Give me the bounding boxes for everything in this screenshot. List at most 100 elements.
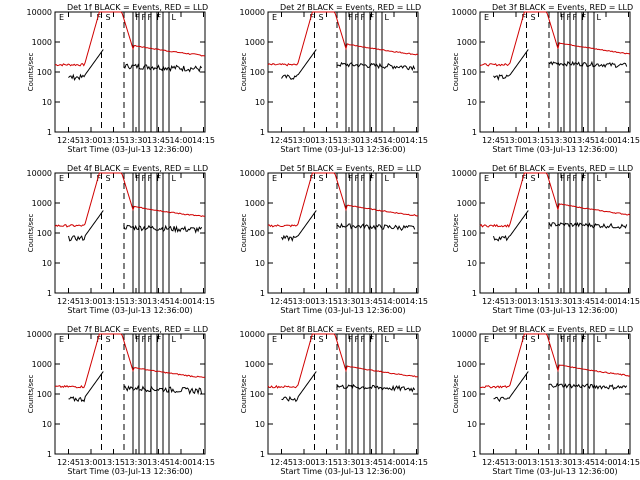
x-tick-label: 14:00 (382, 458, 405, 467)
chart-panel-1: Det 1f BLACK = Events, RED = LLD 1 10 100 10… (27, 3, 215, 154)
segment-letter: F (582, 174, 587, 183)
x-tick-label: 13:15 (315, 136, 338, 145)
chart-panel-8: Det 8f BLACK = Events, RED = LLD 1 10 100 10… (240, 325, 428, 476)
x-tick-label: 13:30 (124, 458, 147, 467)
y-tick-label: 1 (47, 289, 52, 298)
x-axis-label: Start Time (03-Jul-13 12:36:00) (492, 467, 617, 476)
x-tick-label: 14:15 (192, 458, 215, 467)
y-tick-label: 10 (42, 420, 52, 429)
x-tick-label: 12:45 (270, 136, 293, 145)
y-axis-label: Counts/sec (240, 53, 248, 92)
segment-letter: L (385, 335, 390, 344)
y-tick-label: 100 (37, 229, 52, 238)
segment-letter: L (385, 174, 390, 183)
y-tick-label: 100 (37, 68, 52, 77)
x-tick-label: 13:30 (549, 458, 572, 467)
x-tick-label: 14:15 (617, 458, 640, 467)
chart-title: Det 8f BLACK = Events, RED = LLD (280, 325, 421, 334)
segment-letter: F (567, 174, 572, 183)
chart-panel-7: Det 7f BLACK = Events, RED = LLD 1 10 100 10… (27, 325, 215, 476)
y-tick-label: 1000 (245, 360, 265, 369)
chart-title: Det 3f BLACK = Events, RED = LLD (492, 3, 633, 12)
lld-series-line (54, 172, 206, 228)
chart-panel-4: Det 4f BLACK = Events, RED = LLD 1 10 100 10… (27, 164, 215, 315)
y-axis-label: Counts/sec (27, 53, 35, 92)
lld-series-line (54, 333, 206, 389)
x-tick-label: 13:30 (337, 297, 360, 306)
y-tick-label: 100 (462, 229, 477, 238)
segment-letter: F (349, 13, 354, 22)
y-tick-label: 1000 (32, 199, 52, 208)
plot-frame (479, 172, 631, 294)
lld-series-line (54, 11, 206, 67)
segment-letter: F (142, 174, 147, 183)
x-tick-label: 14:00 (169, 136, 192, 145)
x-tick-label: 12:45 (482, 458, 505, 467)
segment-letter: F (310, 174, 315, 183)
y-tick-label: 10 (255, 259, 265, 268)
segment-letter: F (567, 13, 572, 22)
segment-letter: F (157, 13, 162, 22)
x-tick-label: 13:30 (124, 136, 147, 145)
segment-letter: F (561, 174, 566, 183)
segment-letter: F (142, 13, 147, 22)
segment-letter: F (355, 13, 360, 22)
segment-letter: F (97, 13, 102, 22)
events-series-line (281, 49, 416, 80)
x-tick-label: 13:45 (147, 458, 170, 467)
segment-letter: F (136, 174, 141, 183)
x-tick-label: 14:15 (405, 297, 428, 306)
x-tick-label: 12:45 (57, 458, 80, 467)
y-tick-label: 10000 (452, 169, 477, 178)
x-tick-label: 13:00 (504, 136, 527, 145)
x-tick-label: 13:00 (79, 297, 102, 306)
y-tick-label: 10 (42, 259, 52, 268)
segment-letter: L (172, 174, 177, 183)
x-tick-label: 14:00 (169, 297, 192, 306)
x-tick-label: 13:00 (292, 136, 315, 145)
y-tick-label: 100 (37, 390, 52, 399)
x-tick-label: 13:00 (292, 297, 315, 306)
segment-letter: E (59, 335, 64, 344)
segment-letter: S (106, 335, 111, 344)
chart-title: Det 4f BLACK = Events, RED = LLD (67, 164, 208, 173)
y-tick-label: 10 (42, 98, 52, 107)
chart-title: Det 2f BLACK = Events, RED = LLD (280, 3, 421, 12)
segment-letter: E (272, 174, 277, 183)
y-tick-label: 1 (472, 128, 477, 137)
y-tick-label: 100 (250, 68, 265, 77)
segment-letter: F (522, 335, 527, 344)
segment-letter: F (522, 13, 527, 22)
x-tick-label: 13:00 (79, 136, 102, 145)
segment-letter: S (106, 13, 111, 22)
x-axis-label: Start Time (03-Jul-13 12:36:00) (67, 467, 192, 476)
y-tick-label: 1 (472, 450, 477, 459)
segment-letter: F (582, 13, 587, 22)
x-tick-label: 13:00 (79, 458, 102, 467)
y-tick-label: 10000 (240, 8, 265, 17)
y-tick-label: 10 (467, 259, 477, 268)
y-tick-label: 10 (255, 98, 265, 107)
segment-letter: F (349, 335, 354, 344)
segment-letter: E (484, 174, 489, 183)
chart-panel-9: Det 9f BLACK = Events, RED = LLD 1 10 100 10… (452, 325, 640, 476)
y-tick-label: 1 (260, 128, 265, 137)
y-tick-label: 1000 (245, 38, 265, 47)
x-tick-label: 13:15 (527, 297, 550, 306)
chart-panel-5: Det 5f BLACK = Events, RED = LLD 1 10 100 10… (240, 164, 428, 315)
x-tick-label: 13:15 (315, 458, 338, 467)
x-tick-label: 13:15 (527, 136, 550, 145)
x-axis-label: Start Time (03-Jul-13 12:36:00) (280, 145, 405, 154)
plot-frame (479, 11, 631, 133)
segment-letter: F (573, 335, 578, 344)
y-tick-label: 1 (260, 450, 265, 459)
y-tick-label: 1000 (457, 38, 477, 47)
segment-letter: S (319, 174, 324, 183)
chart-title: Det 6f BLACK = Events, RED = LLD (492, 164, 633, 173)
segment-letter: F (97, 174, 102, 183)
x-tick-label: 13:45 (360, 136, 383, 145)
y-tick-label: 10000 (27, 169, 52, 178)
y-tick-label: 100 (250, 390, 265, 399)
segment-letter: F (567, 335, 572, 344)
x-tick-label: 14:15 (617, 297, 640, 306)
